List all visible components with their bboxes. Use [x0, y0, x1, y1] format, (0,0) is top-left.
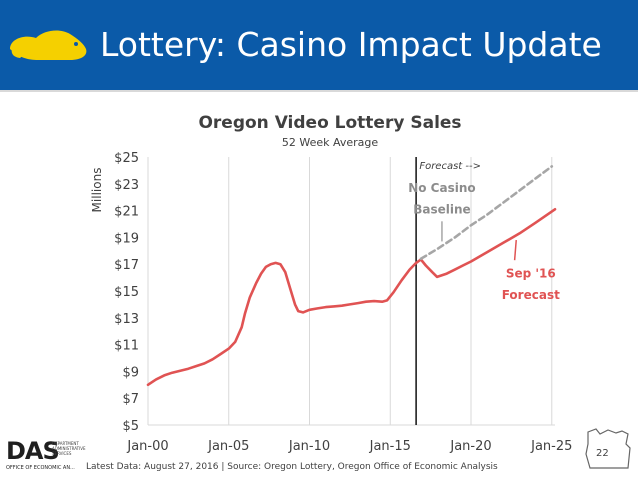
annotation-label: Sep '16	[506, 267, 556, 281]
y-tick-label: $25	[114, 151, 139, 166]
x-tick-label: Jan-10	[288, 439, 330, 454]
annotation-leader-line	[513, 240, 517, 261]
header-divider	[0, 90, 638, 92]
page-number: 22	[596, 448, 609, 459]
actual-forecast-series-line	[146, 208, 557, 387]
axes: Jan-00 Jan-05 Jan-10 Jan-15 Jan-20 Jan-25 $5 $7…	[114, 151, 572, 454]
y-tick-label: $23	[114, 178, 139, 193]
x-tick-label: Jan-05	[207, 439, 249, 454]
gridlines	[147, 157, 553, 425]
y-tick-label: $9	[122, 365, 139, 380]
y-tick-label: $19	[114, 231, 139, 246]
x-tick-label: Jan-15	[369, 439, 411, 454]
chart-title: Oregon Video Lottery Sales	[198, 113, 461, 133]
y-tick-label: $7	[122, 392, 139, 407]
x-tick-label: Jan-20	[449, 439, 491, 454]
annotation-label: Forecast -->	[419, 161, 481, 172]
y-tick-label: $17	[114, 258, 139, 273]
beaver-icon	[10, 30, 87, 60]
slide-title: Lottery: Casino Impact Update	[100, 25, 602, 64]
y-axis-label: Millions	[90, 168, 104, 213]
das-side-line: SERVICES	[52, 451, 72, 456]
source-note: Latest Data: August 27, 2016 | Source: O…	[86, 462, 498, 472]
annotations: Forecast --> No Casino Baseline Sep '16 Fore…	[408, 161, 560, 302]
das-logo: DAS DEPARTMENT ADMINISTRATIVE SERVICES O…	[6, 437, 86, 476]
annotation-label: Baseline	[413, 202, 470, 216]
das-logo-side-text: DEPARTMENT ADMINISTRATIVE SERVICES	[52, 441, 86, 456]
y-tick-label: $15	[114, 285, 139, 300]
annotation-label: Forecast	[502, 288, 560, 302]
y-tick-label: $21	[114, 205, 139, 220]
oregon-state-outline-icon	[585, 428, 631, 469]
header-banner: Lottery: Casino Impact Update	[0, 0, 638, 90]
y-tick-label: $13	[114, 312, 139, 327]
y-tick-label: $5	[122, 419, 139, 434]
y-tick-label: $11	[114, 339, 139, 354]
series-lines	[146, 165, 557, 387]
das-logo-bottom-text: OFFICE OF ECONOMIC AN...	[6, 465, 75, 471]
chart-subtitle: 52 Week Average	[282, 136, 379, 149]
das-side-line: DEPARTMENT	[52, 441, 79, 446]
x-tick-label: Jan-25	[530, 439, 572, 454]
baseline-series-line	[419, 165, 554, 261]
x-tick-label: Jan-00	[126, 439, 168, 454]
das-side-line: ADMINISTRATIVE	[52, 446, 86, 451]
das-logo-text: DAS	[6, 437, 60, 465]
annotation-label: No Casino	[408, 181, 475, 195]
